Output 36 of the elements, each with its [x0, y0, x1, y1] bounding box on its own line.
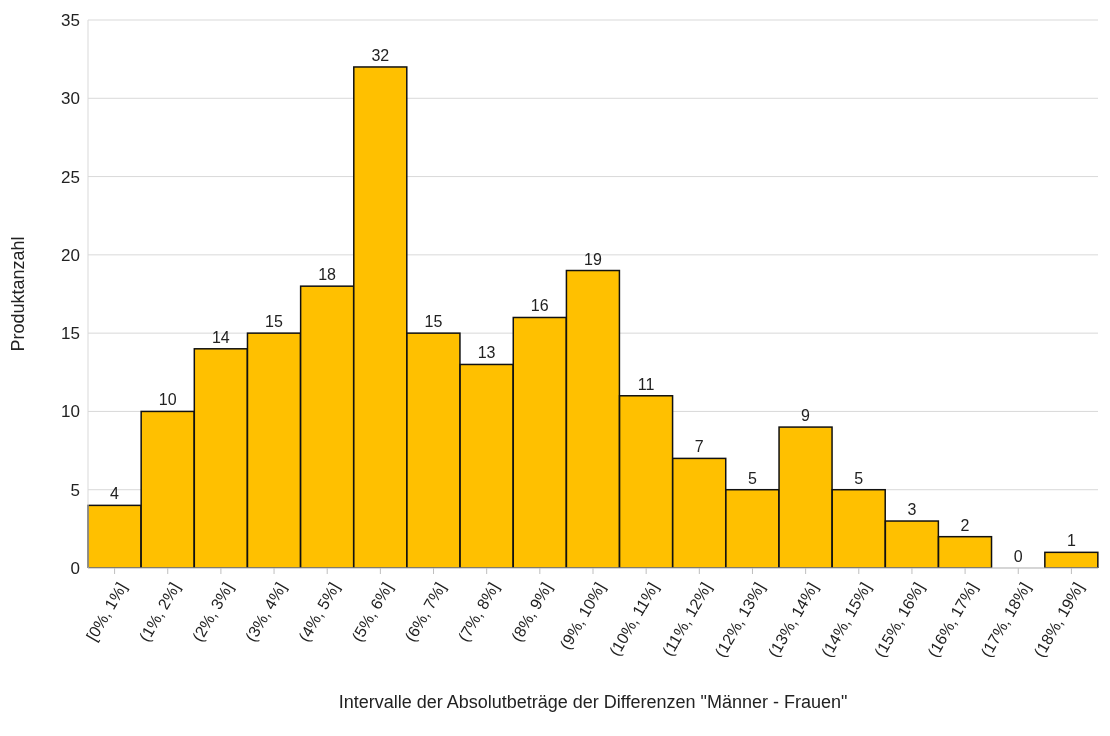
data-label: 0: [1013, 548, 1023, 565]
x-tick-label: (2%, 3%]: [189, 579, 237, 645]
data-label: 5: [854, 469, 864, 487]
x-tick-label: (8%, 9%]: [508, 579, 556, 645]
y-tick-label: 5: [70, 480, 80, 500]
y-tick-label: 30: [61, 89, 80, 109]
data-label: 5: [747, 469, 757, 487]
data-label: 13: [477, 344, 496, 362]
x-tick-label: (7%, 8%]: [454, 579, 503, 645]
data-label: 3: [907, 501, 917, 519]
data-label: 15: [265, 313, 283, 331]
x-axis-title: Intervalle der Absolutbeträge der Differenzen "Männer - Frauen": [338, 692, 848, 712]
data-label: 14: [211, 328, 230, 346]
data-label: 4: [110, 485, 120, 503]
data-label: 2: [960, 516, 970, 534]
x-tick-label: (6%, 7%]: [401, 579, 449, 645]
y-tick-label: 10: [61, 402, 80, 422]
data-label: 15: [424, 313, 443, 331]
data-label: 32: [371, 46, 390, 64]
data-label: 7: [694, 438, 704, 456]
y-tick-label: 35: [61, 11, 80, 31]
data-label: 10: [158, 391, 177, 409]
data-label: 19: [584, 250, 602, 268]
data-label: 18: [318, 266, 337, 284]
y-tick-label: 0: [70, 559, 80, 579]
x-tick-label: (5%, 6%]: [348, 579, 396, 645]
y-axis-title: Produktanzahl: [8, 236, 29, 352]
bar: [1044, 551, 1099, 568]
data-label: 9: [801, 407, 811, 425]
y-tick-label: 20: [61, 245, 80, 265]
data-label: 1: [1066, 532, 1076, 550]
x-tick-label: (3%, 4%]: [242, 579, 290, 645]
y-tick-label: 25: [61, 167, 80, 187]
data-label: 11: [637, 375, 655, 393]
data-label: 16: [530, 297, 549, 315]
y-tick-label: 15: [61, 324, 80, 344]
